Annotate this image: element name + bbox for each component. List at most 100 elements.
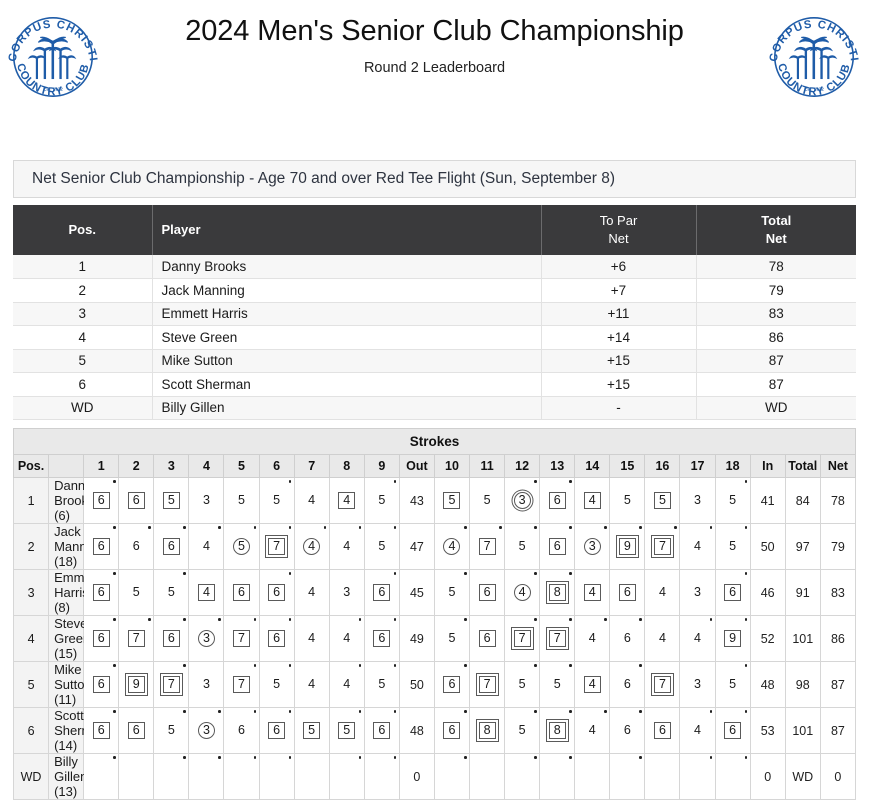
stroke-value: 6 — [162, 538, 180, 555]
stroke-cell-hole-3: 6 — [153, 523, 190, 570]
stroke-cell-hole-1: 6 — [83, 477, 120, 524]
leaderboard-total-net: 79 — [696, 278, 856, 303]
strokes-row-total: 101 — [784, 615, 821, 662]
flight-header-bar: Net Senior Club Championship - Age 70 an… — [13, 160, 856, 198]
page-subtitle: Round 2 Leaderboard — [363, 59, 506, 76]
stroke-cell-hole-12: 5 — [504, 661, 541, 708]
strokes-row-out: 45 — [398, 569, 435, 616]
stroke-cell-hole-18: 6 — [714, 707, 751, 754]
stroke-value: 7 — [233, 676, 250, 693]
stroke-value — [443, 767, 460, 784]
stroke-cell-hole-18 — [714, 753, 751, 800]
leaderboard-position: WD — [13, 396, 153, 420]
handicap-stroke-dot — [113, 710, 116, 713]
stroke-value — [514, 767, 531, 784]
strokes-row-player-name: Steve Green (15) — [48, 615, 90, 662]
leaderboard-position: 4 — [13, 325, 153, 350]
handicap-stroke-dot — [113, 572, 116, 575]
stroke-cell-hole-1: 6 — [83, 615, 120, 662]
strokes-column-header-hole-13: 13 — [539, 454, 576, 478]
stroke-value: 5 — [167, 723, 175, 738]
stroke-cell-hole-3: 7 — [153, 661, 190, 708]
stroke-value: 5 — [378, 493, 386, 508]
leaderboard-player-name: Emmett Harris — [152, 302, 542, 326]
strokes-row-in: 50 — [749, 523, 786, 570]
handicap-stroke-dot — [744, 480, 748, 483]
strokes-column-header-hole-5: 5 — [223, 454, 260, 478]
leaderboard-position: 1 — [13, 255, 153, 279]
stroke-value: 4 — [513, 584, 531, 601]
stroke-value: 5 — [162, 492, 180, 509]
strokes-table: Strokes Pos. 1 2 3 4 5 6 7 8 9 Out 10 11 12 13 14 15 16 17… — [12, 428, 857, 800]
handicap-stroke-dot — [534, 618, 537, 621]
handicap-stroke-dot — [288, 572, 292, 575]
stroke-cell-hole-8: 4 — [328, 523, 365, 570]
stroke-value: 9 — [127, 676, 145, 693]
stroke-value: 5 — [448, 631, 456, 646]
handicap-stroke-dot — [218, 618, 221, 621]
strokes-row: 2 Jack Manning (18) 6 6 6 4 5 7 4 4 5 47 4 7 5 6 3 9 7 4 5 50… — [12, 523, 857, 570]
stroke-value — [198, 767, 215, 784]
stroke-cell-hole-4 — [188, 753, 225, 800]
stroke-cell-hole-11: 5 — [469, 477, 506, 524]
strokes-section-title: Strokes — [13, 428, 856, 455]
strokes-column-header-hole-6: 6 — [258, 454, 295, 478]
stroke-cell-hole-5: 6 — [223, 707, 260, 754]
stroke-value: 3 — [202, 493, 210, 508]
stroke-value: 5 — [378, 677, 386, 692]
stroke-value: 3 — [694, 493, 701, 508]
strokes-row: 5 Mike Sutton (11) 6 9 7 3 7 5 4 4 5 50 6 7 5 5 4 6 7 3 5 48 9… — [12, 661, 857, 708]
stroke-value: 4 — [308, 585, 316, 600]
stroke-value: 4 — [343, 677, 351, 692]
handicap-stroke-dot — [218, 756, 221, 759]
stroke-cell-hole-14 — [574, 753, 611, 800]
strokes-row: 4 Steve Green (15) 6 7 6 3 7 6 4 4 6 49 5 6 7 7 4 6 4 4 9 52 1… — [12, 615, 857, 662]
stroke-value: 6 — [478, 630, 496, 647]
handicap-stroke-dot — [464, 618, 467, 621]
strokes-row-in: 48 — [749, 661, 786, 708]
stroke-cell-hole-2: 5 — [118, 569, 155, 616]
strokes-row-net: 0 — [819, 753, 857, 800]
stroke-value: 7 — [548, 630, 566, 647]
stroke-cell-hole-13: 8 — [539, 569, 576, 616]
stroke-cell-hole-4: 4 — [188, 569, 225, 616]
strokes-column-header-hole-10: 10 — [433, 454, 471, 478]
stroke-cell-hole-9 — [363, 753, 400, 800]
stroke-cell-hole-12: 7 — [504, 615, 541, 662]
strokes-row: 3 Emmett Harris (8) 6 5 5 4 6 6 4 3 6 45 5 6 4 8 4 6 4 3 6 46… — [12, 569, 857, 616]
leaderboard-total-net: WD — [696, 396, 856, 420]
club-logo-right: CORPUS CHRISTI COUNTRY CLUB — [765, 8, 863, 106]
handicap-stroke-dot — [464, 664, 467, 667]
stroke-cell-hole-8: 3 — [328, 569, 365, 616]
stroke-cell-hole-15: 5 — [609, 477, 646, 524]
stroke-value — [724, 767, 741, 784]
stroke-value: 6 — [268, 584, 286, 601]
handicap-stroke-dot — [393, 664, 397, 667]
leaderboard-to-par-net: +11 — [541, 302, 697, 326]
stroke-cell-hole-18: 6 — [714, 569, 751, 616]
stroke-cell-hole-14: 4 — [574, 661, 611, 708]
handicap-stroke-dot — [569, 526, 572, 529]
stroke-value: 4 — [308, 677, 316, 692]
strokes-column-header-position: Pos. — [12, 454, 50, 478]
stroke-cell-hole-8: 5 — [328, 707, 365, 754]
leaderboard-to-par-net: +15 — [541, 372, 697, 397]
stroke-value: 6 — [132, 539, 140, 554]
leaderboard-row: 6 Scott Sherman +15 87 — [13, 372, 856, 397]
stroke-cell-hole-3 — [153, 753, 190, 800]
stroke-cell-hole-1 — [83, 753, 120, 800]
stroke-cell-hole-6: 6 — [258, 569, 295, 616]
leaderboard-position: 2 — [13, 278, 153, 303]
svg-text:Est. 1922: Est. 1922 — [43, 86, 63, 91]
handicap-stroke-dot — [534, 572, 537, 575]
stroke-value: 7 — [513, 630, 531, 647]
handicap-stroke-dot — [744, 664, 748, 667]
stroke-cell-hole-2: 7 — [118, 615, 155, 662]
stroke-value: 4 — [694, 723, 701, 738]
stroke-value: 7 — [268, 538, 286, 555]
handicap-stroke-dot — [183, 664, 186, 667]
stroke-cell-hole-11: 6 — [469, 615, 506, 662]
stroke-value — [303, 767, 320, 784]
stroke-cell-hole-12: 5 — [504, 707, 541, 754]
handicap-stroke-dot — [358, 710, 362, 713]
